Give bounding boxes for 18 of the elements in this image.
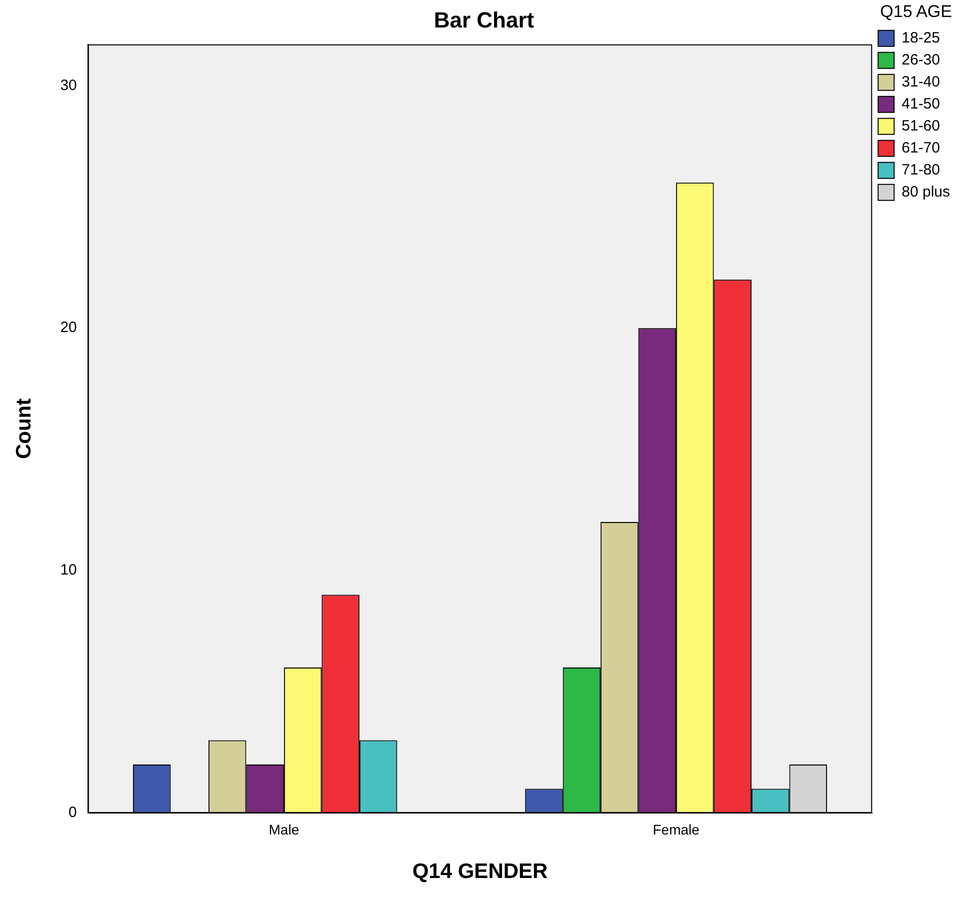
x-tick-label: Female (652, 821, 700, 838)
legend-title: Q15 AGE (880, 2, 952, 22)
y-axis-title: Count (12, 398, 36, 460)
legend-label: 80 plus (902, 184, 950, 201)
legend-label: 71-80 (902, 162, 940, 179)
chart-title: Bar Chart (434, 7, 535, 32)
y-tick-label: 20 (60, 319, 77, 336)
legend-label: 51-60 (902, 118, 940, 135)
legend-label: 18-25 (902, 30, 940, 47)
y-tick-label: 10 (60, 562, 77, 579)
y-tick-label: 0 (68, 804, 77, 822)
legend-label: 26-30 (902, 52, 940, 69)
x-axis-title: Q14 GENDER (412, 860, 548, 884)
y-tick-label: 30 (60, 76, 77, 94)
legend-label: 41-50 (902, 96, 940, 113)
legend-label: 61-70 (902, 140, 940, 157)
x-tick-label: Male (268, 821, 300, 838)
legend-label: 31-40 (902, 74, 940, 91)
